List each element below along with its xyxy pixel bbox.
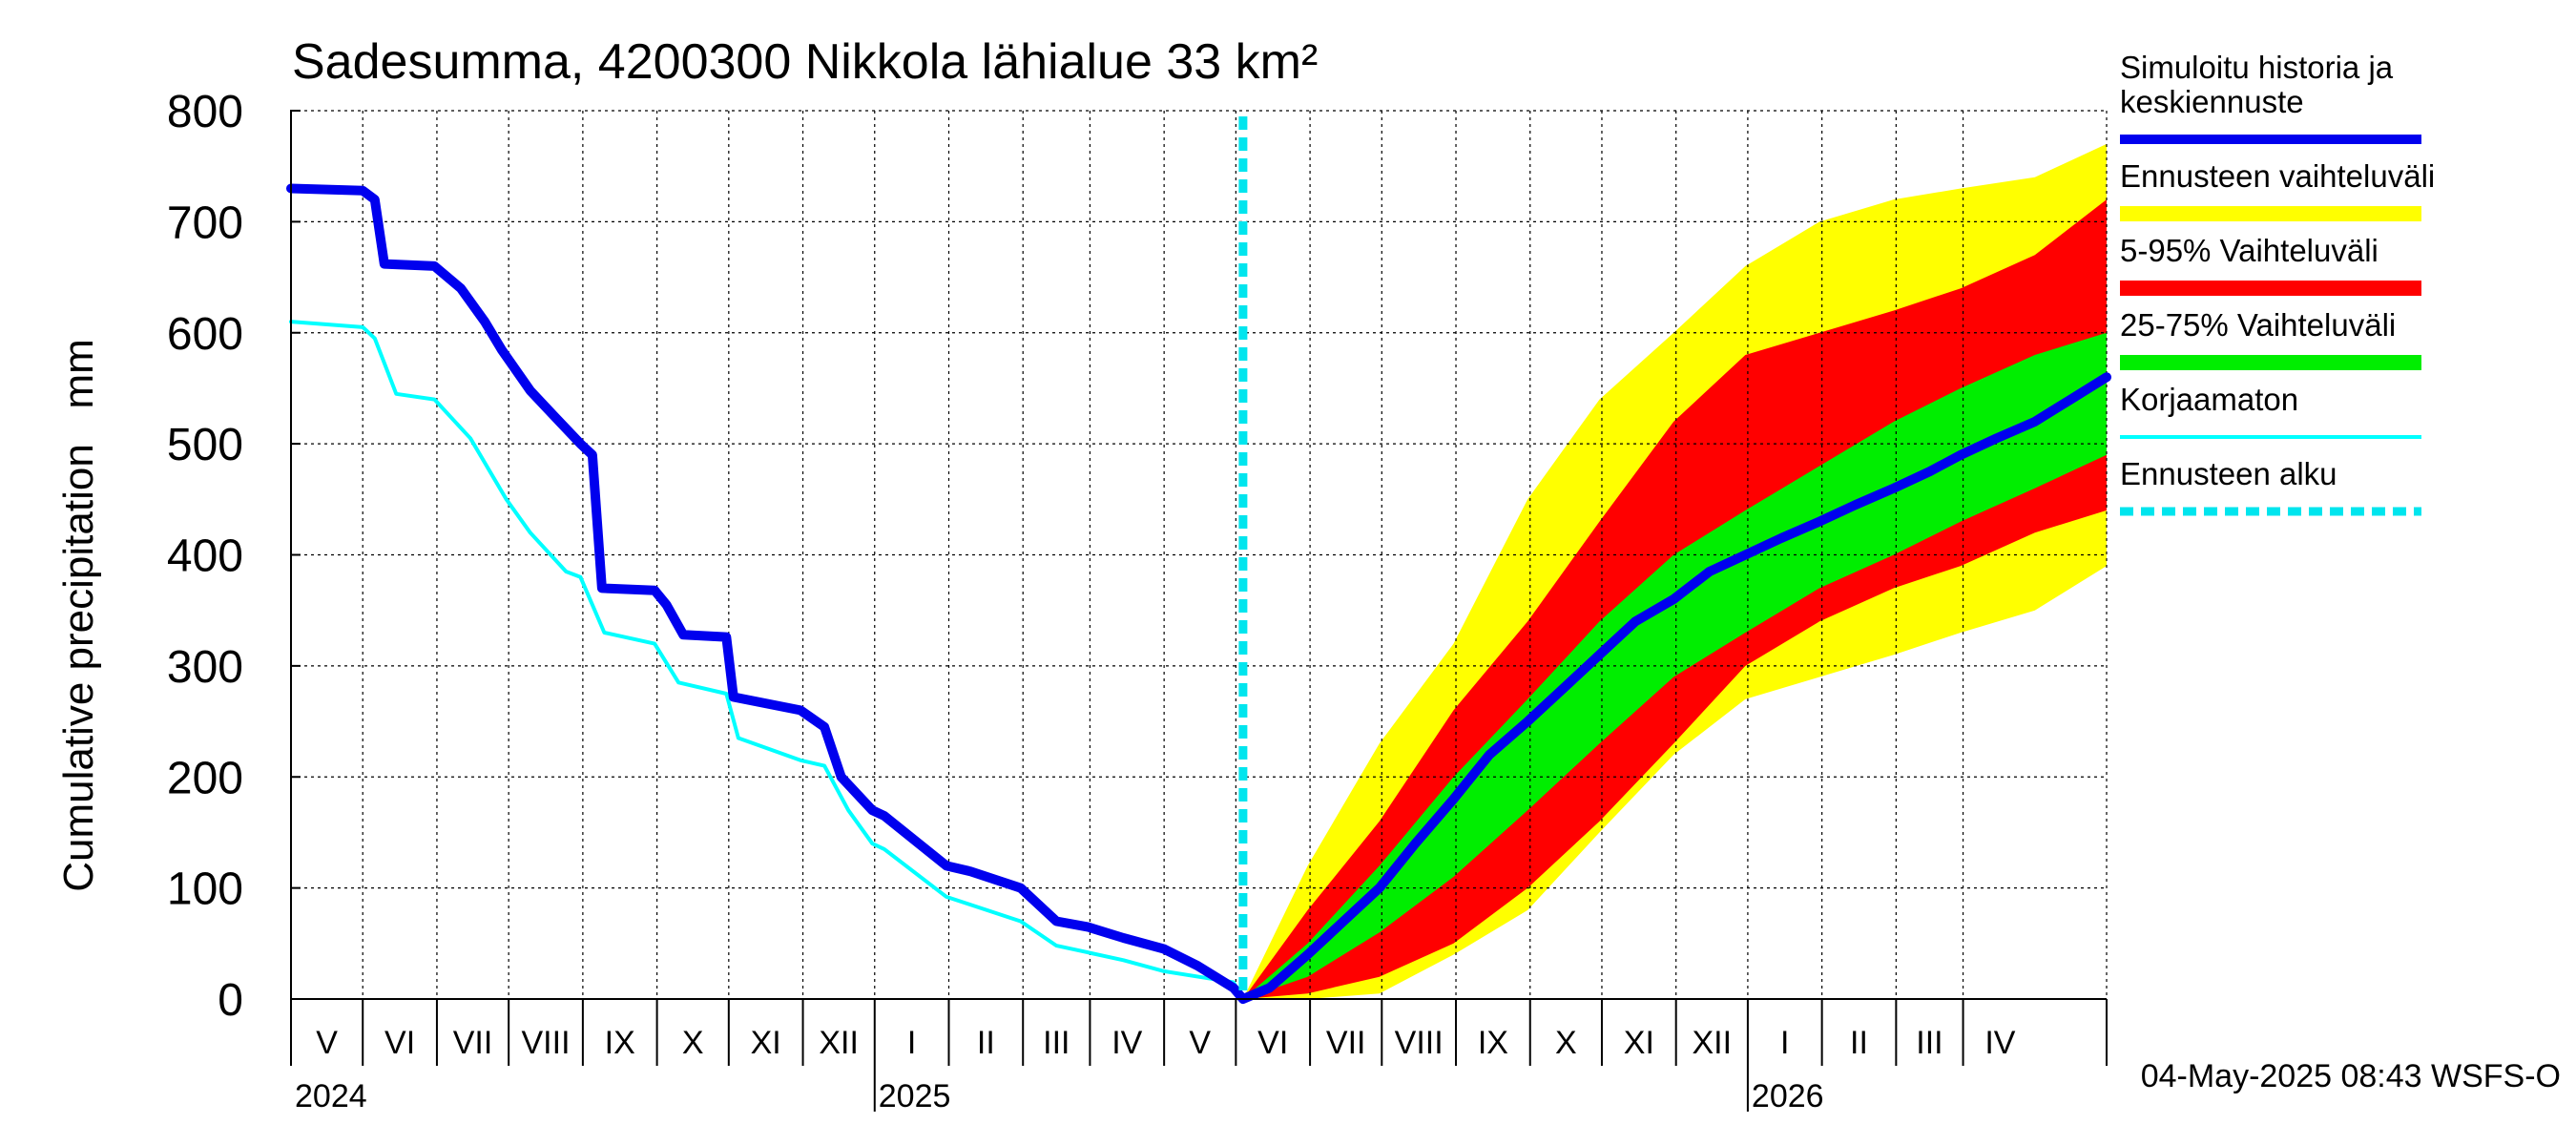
month-label: III — [1916, 1025, 1942, 1061]
month-label: XI — [751, 1025, 781, 1061]
month-label: IV — [1984, 1025, 2015, 1061]
month-label: XII — [819, 1025, 859, 1061]
legend-label: Ennusteen vaihteluväli — [2120, 158, 2435, 194]
month-label: I — [907, 1025, 916, 1061]
month-label: VII — [1326, 1025, 1366, 1061]
y-axis-label: Cumulative precipitation mm — [55, 339, 102, 892]
legend-label: 25-75% Vaihteluväli — [2120, 307, 2396, 343]
month-label: V — [1189, 1025, 1211, 1061]
month-label: IX — [1478, 1025, 1508, 1061]
month-label: V — [316, 1025, 338, 1061]
y-tick-label: 400 — [167, 531, 243, 582]
chart-title: Sadesumma, 4200300 Nikkola lähialue 33 k… — [292, 34, 1318, 90]
y-tick-label: 200 — [167, 753, 243, 803]
month-label: IV — [1111, 1025, 1142, 1061]
legend-label: keskiennuste — [2120, 84, 2304, 119]
y-tick-label: 800 — [167, 87, 243, 137]
month-label: XI — [1624, 1025, 1654, 1061]
legend-label: Korjaamaton — [2120, 382, 2298, 417]
y-tick-label: 100 — [167, 864, 243, 915]
series-simuloitu-keskiennuste — [286, 183, 2111, 1004]
series-lines — [286, 116, 2111, 1004]
forecast-bands — [1242, 143, 2107, 1000]
month-label: VIII — [1395, 1025, 1444, 1061]
year-label: 2026 — [1752, 1078, 1824, 1114]
y-tick-label: 300 — [167, 642, 243, 693]
month-label: VI — [384, 1025, 415, 1061]
month-label: VIII — [522, 1025, 571, 1061]
year-label: 2025 — [879, 1078, 951, 1114]
year-label: 2024 — [295, 1078, 367, 1114]
month-label: VII — [453, 1025, 493, 1061]
month-label: II — [977, 1025, 995, 1061]
grid-lines — [291, 110, 2108, 999]
legend-label: Simuloitu historia ja — [2120, 50, 2394, 85]
month-label: VI — [1257, 1025, 1288, 1061]
month-label: X — [682, 1025, 704, 1061]
month-label: I — [1780, 1025, 1789, 1061]
y-tick-label: 500 — [167, 420, 243, 470]
timestamp-footer: 04-May-2025 08:43 WSFS-O — [2141, 1058, 2561, 1094]
legend-label: 5-95% Vaihteluväli — [2120, 233, 2379, 268]
legend-label: Ennusteen alku — [2120, 456, 2337, 491]
month-label: IX — [605, 1025, 635, 1061]
y-tick-label: 600 — [167, 309, 243, 360]
y-tick-label: 0 — [218, 975, 243, 1026]
month-label: X — [1555, 1025, 1577, 1061]
month-label: III — [1043, 1025, 1070, 1061]
y-tick-label: 700 — [167, 198, 243, 248]
month-label: XII — [1693, 1025, 1733, 1061]
month-label: II — [1850, 1025, 1868, 1061]
series-korjaamaton — [289, 320, 1245, 1001]
